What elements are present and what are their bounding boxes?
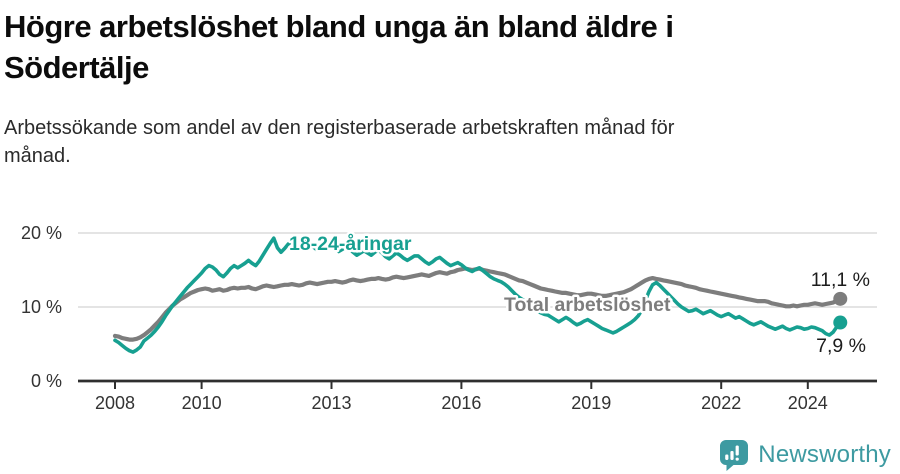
newsworthy-logo-icon — [720, 440, 749, 471]
x-tick-label: 2010 — [182, 393, 222, 413]
title-line-1: Högre arbetslöshet bland unga än bland ä… — [4, 9, 674, 44]
chart-canvas: Total arbetslöshet 18-24-åringar 2008 2010 2… — [21, 223, 877, 413]
series-end-dot-0 — [833, 291, 848, 306]
chart-subtitle: Arbetssökande som andel av den registerb… — [4, 114, 874, 170]
y-tick-label: 20 % — [21, 223, 62, 243]
subtitle-line-1: Arbetssökande som andel av den registerb… — [4, 117, 675, 139]
y-tick-label: 10 % — [21, 297, 62, 317]
x-tick-label: 2019 — [571, 393, 611, 413]
chart-header: Högre arbetslöshet bland unga än bland ä… — [4, 6, 874, 170]
line-chart: Total arbetslöshet 18-24-åringar 2008 2010 2… — [0, 205, 900, 420]
brand-name: Newsworthy — [758, 441, 891, 468]
x-tick-label: 2024 — [788, 393, 828, 413]
series-end-value-1: 7,9 % — [816, 335, 866, 357]
series-line-1 — [113, 236, 843, 354]
y-tick-label: 0 % — [31, 371, 62, 391]
x-tick-label: 2016 — [441, 393, 481, 413]
x-tick-label: 2022 — [701, 393, 741, 413]
logo-bars-icon — [725, 445, 740, 461]
series-end-dot-1 — [833, 315, 848, 330]
subtitle-line-2: månad. — [4, 145, 71, 167]
series-label-0: Total arbetslöshet — [504, 294, 671, 316]
series-end-value-0: 11,1 % — [811, 269, 870, 291]
brand-footer: Newsworthy — [718, 439, 891, 471]
series-label-1: 18-24-åringar — [289, 232, 412, 255]
page-title: Högre arbetslöshet bland unga än bland ä… — [4, 6, 874, 88]
x-tick-label: 2008 — [95, 393, 135, 413]
title-line-2: Södertälje — [4, 50, 149, 85]
x-tick-label: 2013 — [311, 393, 351, 413]
series-line-0 — [112, 266, 843, 342]
